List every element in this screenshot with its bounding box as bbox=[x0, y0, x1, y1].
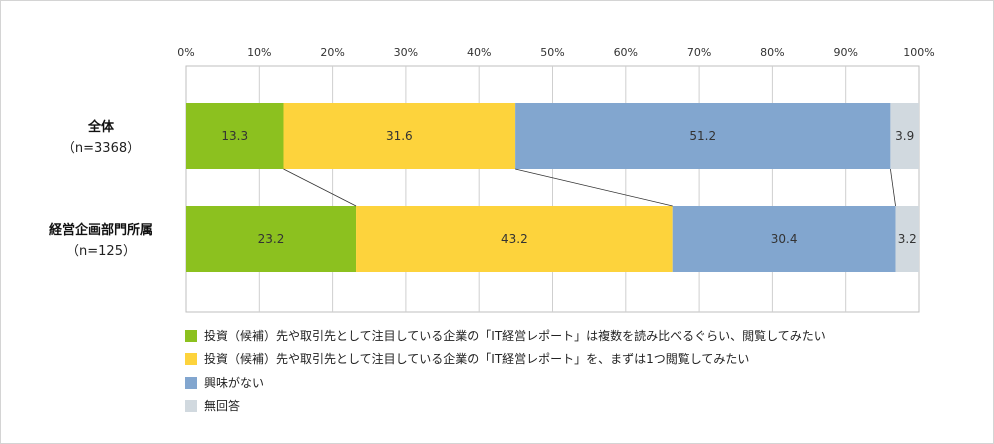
data-label: 30.4 bbox=[771, 232, 798, 246]
category-label: 全体 bbox=[87, 119, 115, 135]
connector-lines bbox=[283, 168, 896, 207]
legend-swatch bbox=[185, 400, 197, 412]
legend-label: 無回答 bbox=[204, 398, 240, 413]
bar-segment bbox=[186, 103, 284, 169]
data-label: 13.3 bbox=[221, 129, 248, 143]
data-label: 51.2 bbox=[689, 129, 716, 143]
x-tick-label: 20% bbox=[320, 46, 344, 59]
bar-segment bbox=[895, 206, 919, 272]
grid-lines bbox=[185, 65, 920, 313]
bar-segment bbox=[186, 206, 357, 272]
x-tick-label: 100% bbox=[903, 46, 934, 59]
x-tick-label: 60% bbox=[614, 46, 638, 59]
legend-label: 投資（候補）先や取引先として注目している企業の「IT経営レポート」を、まずは1つ… bbox=[204, 351, 749, 366]
bar-segment bbox=[672, 206, 896, 272]
x-tick-label: 50% bbox=[540, 46, 564, 59]
data-label: 31.6 bbox=[386, 129, 413, 143]
x-tick-label: 10% bbox=[247, 46, 271, 59]
category-label: 経営企画部門所属 bbox=[49, 222, 153, 238]
x-tick-label: 30% bbox=[394, 46, 418, 59]
category-n-label: （n=125） bbox=[66, 244, 136, 259]
connector-line bbox=[515, 168, 673, 207]
connector-line bbox=[283, 168, 357, 207]
data-label: 3.2 bbox=[898, 232, 917, 246]
bar-segment bbox=[515, 103, 891, 169]
legend-swatch bbox=[185, 377, 197, 389]
bar-segment bbox=[283, 103, 516, 169]
data-labels: 13.3 31.6 51.2 3.9 23.2 43.2 30.4 3.2 bbox=[221, 129, 916, 246]
x-tick-label: 80% bbox=[760, 46, 784, 59]
x-tick-label: 0% bbox=[177, 46, 194, 59]
legend-label: 興味がない bbox=[204, 375, 264, 390]
category-n-label: （n=3368） bbox=[62, 141, 140, 156]
x-tick-label: 70% bbox=[687, 46, 711, 59]
connector-line bbox=[890, 168, 896, 207]
legend-swatch bbox=[185, 330, 197, 342]
data-label: 43.2 bbox=[501, 232, 528, 246]
legend: 投資（候補）先や取引先として注目している企業の「IT経営レポート」は複数を読み比… bbox=[185, 328, 826, 413]
bar-segment bbox=[890, 103, 919, 169]
bars bbox=[186, 103, 919, 272]
x-axis-tick-labels: 0% 10% 20% 30% 40% 50% 60% 70% 80% 90% 100% bbox=[177, 46, 934, 59]
data-label: 23.2 bbox=[258, 232, 285, 246]
legend-swatch bbox=[185, 353, 197, 365]
category-labels: 全体 （n=3368） 経営企画部門所属 （n=125） bbox=[49, 119, 153, 259]
data-label: 3.9 bbox=[895, 129, 914, 143]
bar-segment bbox=[356, 206, 673, 272]
legend-label: 投資（候補）先や取引先として注目している企業の「IT経営レポート」は複数を読み比… bbox=[204, 328, 826, 343]
x-tick-label: 90% bbox=[833, 46, 857, 59]
x-tick-label: 40% bbox=[467, 46, 491, 59]
